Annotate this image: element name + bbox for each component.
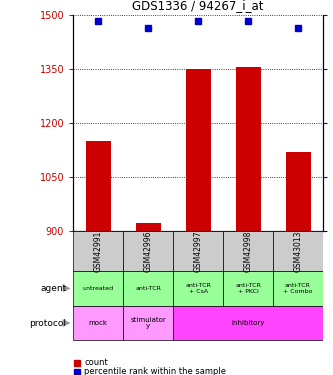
Bar <box>173 271 223 306</box>
Bar <box>273 271 323 306</box>
Bar <box>73 231 123 271</box>
Text: GSM42991: GSM42991 <box>94 230 103 272</box>
Title: GDS1336 / 94267_i_at: GDS1336 / 94267_i_at <box>133 0 264 12</box>
Bar <box>73 306 123 340</box>
Bar <box>136 224 161 231</box>
Bar <box>286 152 311 231</box>
Bar <box>273 231 323 271</box>
Text: GSM42997: GSM42997 <box>193 230 203 272</box>
Bar <box>73 271 123 306</box>
Bar <box>123 231 173 271</box>
Text: anti-TCR
+ CsA: anti-TCR + CsA <box>185 283 211 294</box>
Bar <box>236 67 261 231</box>
Bar <box>123 271 173 306</box>
Bar <box>173 231 223 271</box>
Bar <box>86 141 111 231</box>
Text: inhibitory: inhibitory <box>231 320 265 326</box>
Text: agent: agent <box>40 284 67 293</box>
Polygon shape <box>63 285 71 292</box>
Text: percentile rank within the sample: percentile rank within the sample <box>84 367 226 375</box>
Bar <box>173 306 323 340</box>
Text: GSM42996: GSM42996 <box>144 230 153 272</box>
Bar <box>186 69 211 231</box>
Text: stimulator
y: stimulator y <box>130 317 166 329</box>
Text: count: count <box>84 358 108 368</box>
Text: anti-TCR
+ PKCi: anti-TCR + PKCi <box>235 283 261 294</box>
Text: untreated: untreated <box>83 286 114 291</box>
Polygon shape <box>63 319 71 327</box>
Text: GSM42998: GSM42998 <box>243 230 253 272</box>
Text: protocol: protocol <box>30 318 67 327</box>
Text: GSM43013: GSM43013 <box>293 230 303 272</box>
Bar <box>123 306 173 340</box>
Text: mock: mock <box>89 320 108 326</box>
Bar <box>223 231 273 271</box>
Text: anti-TCR: anti-TCR <box>135 286 161 291</box>
Text: anti-TCR
+ Combo: anti-TCR + Combo <box>283 283 313 294</box>
Bar <box>223 271 273 306</box>
